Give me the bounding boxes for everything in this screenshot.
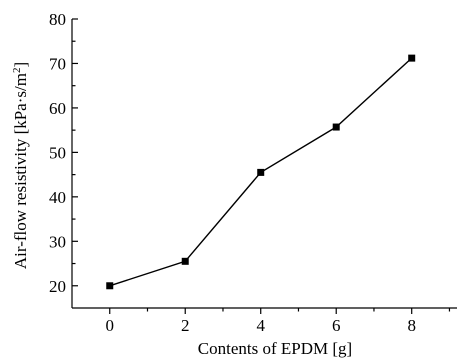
y-tick-label: 50: [49, 143, 66, 162]
x-axis-title: Contents of EPDM [g]: [198, 339, 352, 358]
y-ticks: 20 30 40 50 60 70 80: [49, 10, 78, 296]
series-group: [106, 54, 416, 290]
x-tick-label: 6: [332, 316, 341, 335]
x-tick-label: 8: [407, 316, 416, 335]
x-ticks: 0 2 4 6 8: [105, 308, 451, 335]
data-point: [181, 257, 189, 265]
y-axis-title-superscript: 2: [11, 68, 23, 74]
axes: [71, 19, 457, 309]
y-tick-label: 30: [49, 232, 66, 251]
y-tick-label: 60: [49, 99, 66, 118]
y-tick-label: 70: [49, 54, 66, 73]
data-point: [408, 54, 416, 62]
y-tick-label: 80: [49, 10, 66, 29]
y-axis-title: Air-flow resistivity [kPa·s/m2]: [11, 62, 30, 269]
y-tick-label: 20: [49, 277, 66, 296]
x-tick-label: 0: [105, 316, 114, 335]
x-tick-label: 2: [181, 316, 190, 335]
data-point: [106, 282, 114, 290]
data-point: [332, 123, 340, 131]
x-tick-label: 4: [256, 316, 265, 335]
y-tick-label: 40: [49, 188, 66, 207]
y-axis-title-end: ]: [11, 62, 30, 68]
y-axis-title-main: Air-flow resistivity [kPa·s/m: [11, 73, 30, 269]
data-point: [257, 168, 265, 176]
